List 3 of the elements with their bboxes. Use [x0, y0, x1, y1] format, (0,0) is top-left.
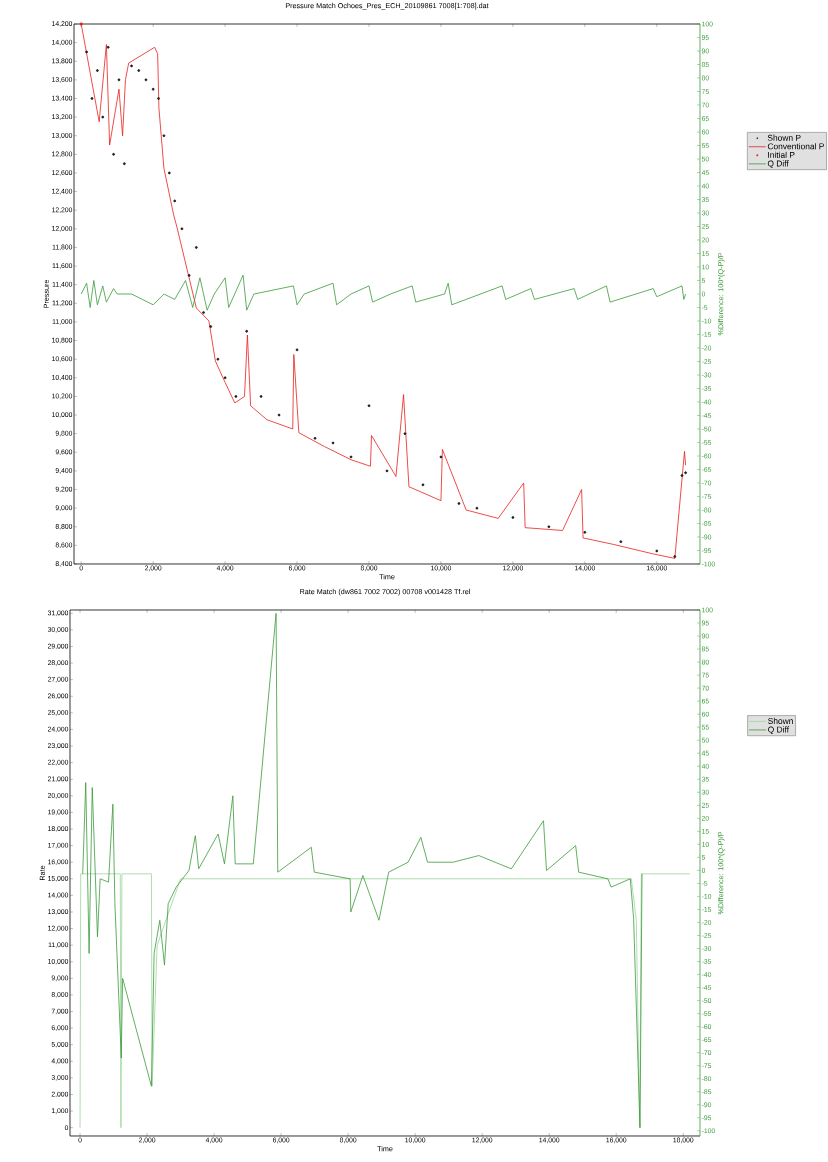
line-series: [79, 873, 691, 1129]
line-series: [80, 274, 686, 311]
line-series: [82, 612, 643, 1129]
